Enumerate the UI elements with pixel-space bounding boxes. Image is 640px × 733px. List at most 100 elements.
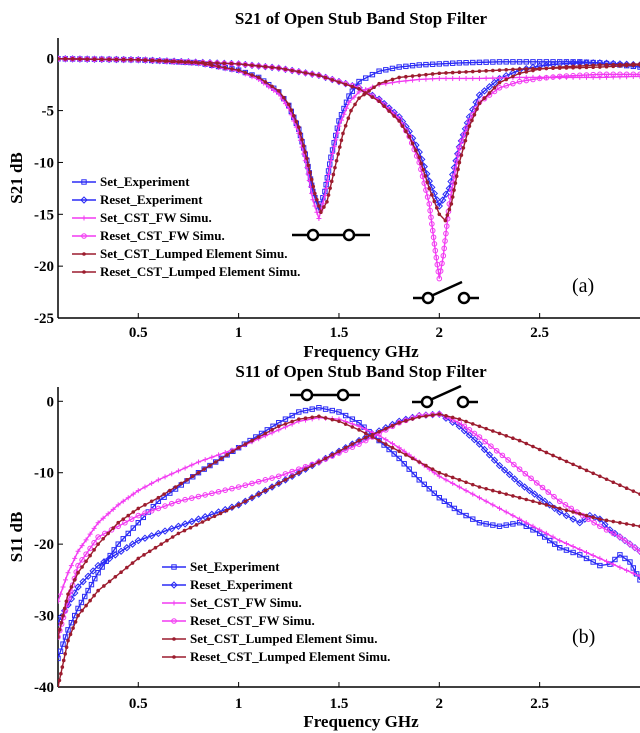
data-point: [189, 462, 195, 468]
data-point: [78, 57, 82, 61]
legend-marker: [82, 252, 86, 256]
data-point: [330, 417, 335, 422]
data-point: [449, 202, 454, 206]
data-point: [516, 466, 523, 472]
data-point: [389, 65, 396, 72]
data-point: [421, 167, 426, 172]
data-point: [323, 416, 328, 420]
data-point: [343, 124, 348, 128]
data-point: [530, 490, 539, 498]
data-point: [524, 441, 529, 446]
data-point: [546, 537, 553, 544]
x-tick-label: 2.5: [530, 325, 549, 341]
data-point: [426, 486, 432, 492]
data-point: [537, 67, 542, 71]
series-set-cst-lumped-element-simu-: [58, 414, 640, 639]
data-point: [216, 452, 222, 458]
data-point: [328, 186, 332, 190]
legend-label: Reset_CST_Lumped Element Simu.: [100, 264, 300, 279]
data-point: [346, 116, 351, 120]
data-point: [437, 212, 442, 217]
data-point: [230, 505, 235, 510]
legend-label: Reset_CST_FW Simu.: [100, 228, 225, 243]
y-tick-label: -30: [34, 609, 54, 625]
data-point: [576, 72, 583, 79]
data-point: [338, 117, 344, 123]
data-point: [147, 532, 156, 540]
data-point: [92, 593, 96, 598]
data-point: [441, 245, 447, 252]
data-point: [562, 502, 569, 508]
series-reset-cst-lumped-element-simu-: [58, 412, 640, 687]
y-tick-label: 0: [47, 52, 55, 68]
y-tick-label: -10: [34, 466, 54, 482]
data-point: [224, 508, 229, 513]
data-point: [563, 541, 569, 547]
data-point: [195, 493, 202, 500]
data-point: [505, 470, 514, 479]
data-point: [175, 498, 182, 505]
data-point: [598, 474, 602, 479]
data-point: [484, 486, 488, 491]
data-point: [330, 151, 336, 157]
data-point: [484, 69, 488, 73]
data-point: [440, 252, 447, 259]
data-point: [503, 82, 510, 89]
legend-label: Reset_CST_FW Simu.: [190, 613, 315, 628]
data-point: [66, 592, 70, 596]
data-point: [269, 475, 275, 481]
data-point: [65, 627, 71, 633]
data-point: [71, 626, 75, 630]
data-point: [484, 426, 488, 431]
data-point: [145, 509, 152, 515]
data-point: [536, 59, 543, 65]
data-point: [410, 141, 415, 146]
data-point: [598, 517, 602, 521]
data-point: [346, 99, 352, 105]
data-point: [392, 114, 396, 118]
data-point: [456, 509, 463, 515]
data-point: [590, 552, 596, 558]
data-point: [590, 71, 596, 78]
data-point: [210, 63, 214, 68]
data-point: [528, 475, 534, 482]
data-point: [470, 422, 475, 426]
switch-terminal: [300, 388, 314, 402]
switch-terminal: [342, 228, 356, 242]
data-point: [282, 471, 289, 477]
data-point: [477, 101, 482, 106]
data-point: [543, 530, 549, 536]
data-point: [637, 71, 640, 78]
series-group: [58, 405, 640, 687]
data-point: [520, 483, 529, 491]
data-point: [96, 542, 100, 546]
data-point: [270, 428, 274, 432]
switch-closed-icon: [292, 228, 370, 242]
data-point: [309, 406, 315, 412]
data-point: [410, 417, 415, 421]
data-point: [617, 71, 623, 78]
data-point: [326, 171, 332, 177]
data-point: [107, 57, 111, 62]
data-point: [443, 230, 449, 237]
y-tick-label: -20: [34, 259, 54, 275]
switch-terminal: [306, 228, 320, 242]
data-point: [597, 74, 603, 80]
data-point: [423, 61, 429, 68]
data-point: [91, 539, 97, 546]
data-point: [444, 473, 448, 477]
data-point: [523, 74, 529, 80]
data-point: [289, 412, 295, 419]
data-point: [236, 68, 241, 72]
data-point: [282, 101, 288, 107]
data-point: [477, 424, 482, 429]
data-point: [564, 459, 569, 464]
data-point: [343, 422, 348, 426]
data-point: [73, 620, 78, 624]
data-point: [105, 554, 114, 563]
data-point: [598, 63, 602, 67]
y-tick-label: 0: [47, 394, 55, 410]
data-point: [404, 74, 408, 79]
data-point: [584, 513, 589, 518]
data-point: [147, 549, 152, 554]
